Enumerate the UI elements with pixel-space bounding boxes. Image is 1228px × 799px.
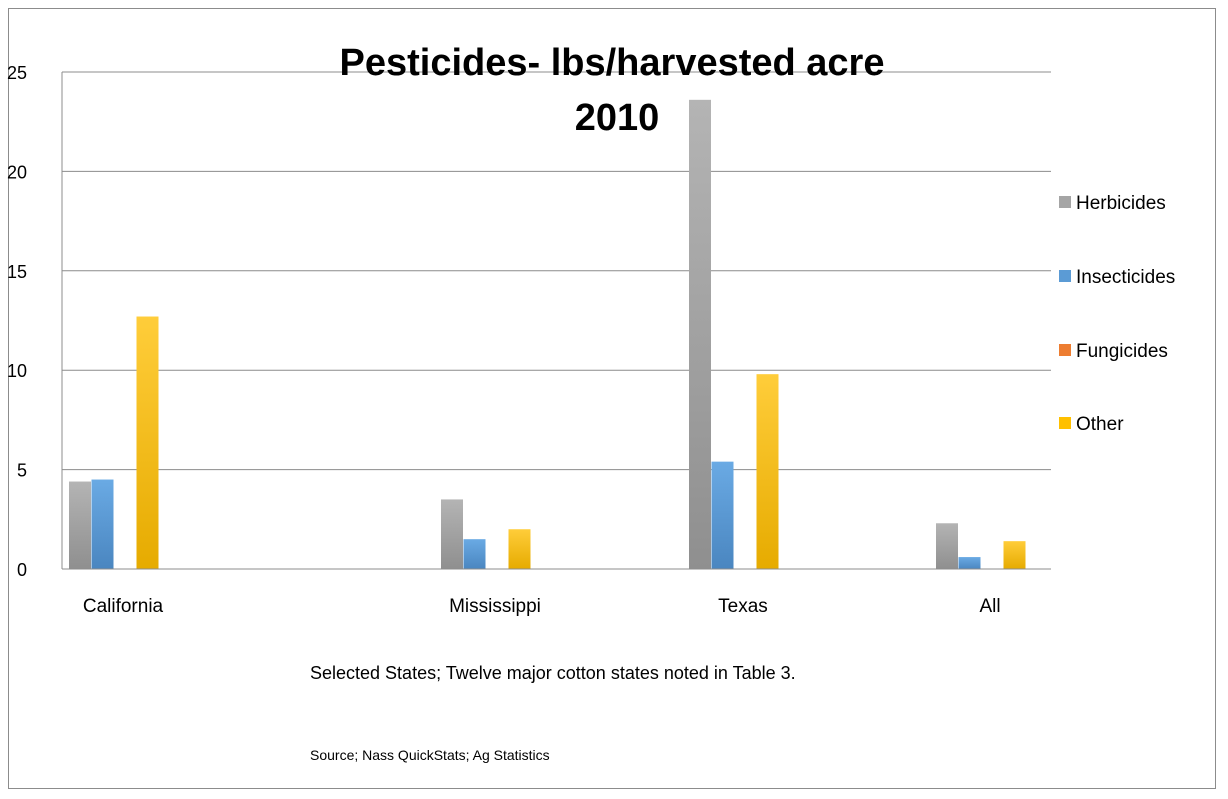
- chart-title-line: 2010: [575, 97, 660, 139]
- bar-insecticides-texas: [711, 461, 734, 569]
- chart-title-line: Pesticides- lbs/harvested acre: [340, 42, 885, 84]
- y-tick-label: 25: [7, 63, 27, 83]
- y-tick-label: 5: [17, 461, 27, 481]
- bar-other-california: [136, 316, 159, 569]
- legend-swatch-insecticides: [1059, 270, 1071, 282]
- y-tick-label: 0: [17, 560, 27, 580]
- bar-other-mississippi: [508, 529, 531, 569]
- y-tick-label: 15: [7, 262, 27, 282]
- legend-label-other: Other: [1076, 414, 1124, 435]
- y-tick-label: 10: [7, 361, 27, 381]
- legend-swatch-other: [1059, 417, 1071, 429]
- bar-insecticides-all: [958, 557, 981, 569]
- legend-swatch-fungicides: [1059, 344, 1071, 356]
- legend-swatch-herbicides: [1059, 196, 1071, 208]
- bar-herbicides-all: [936, 523, 958, 569]
- x-tick-label: California: [83, 596, 164, 617]
- bar-herbicides-mississippi: [441, 499, 463, 569]
- bar-insecticides-mississippi: [463, 539, 486, 569]
- x-tick-label: Mississippi: [449, 596, 541, 617]
- chart-note: Selected States; Twelve major cotton sta…: [310, 663, 796, 683]
- legend-label-fungicides: Fungicides: [1076, 341, 1168, 362]
- legend-label-insecticides: Insecticides: [1076, 267, 1175, 288]
- bar-herbicides-texas: [689, 99, 711, 569]
- bar-other-all: [1003, 541, 1026, 569]
- x-tick-label: All: [979, 596, 1000, 617]
- legend-label-herbicides: Herbicides: [1076, 193, 1166, 214]
- x-tick-label: Texas: [718, 596, 768, 617]
- bar-insecticides-california: [91, 479, 114, 569]
- chart-source-note: Source; Nass QuickStats; Ag Statistics: [310, 747, 550, 763]
- chart-frame: [8, 8, 1216, 789]
- bar-other-texas: [756, 374, 779, 569]
- bar-herbicides-california: [69, 481, 91, 569]
- y-tick-label: 20: [7, 162, 27, 182]
